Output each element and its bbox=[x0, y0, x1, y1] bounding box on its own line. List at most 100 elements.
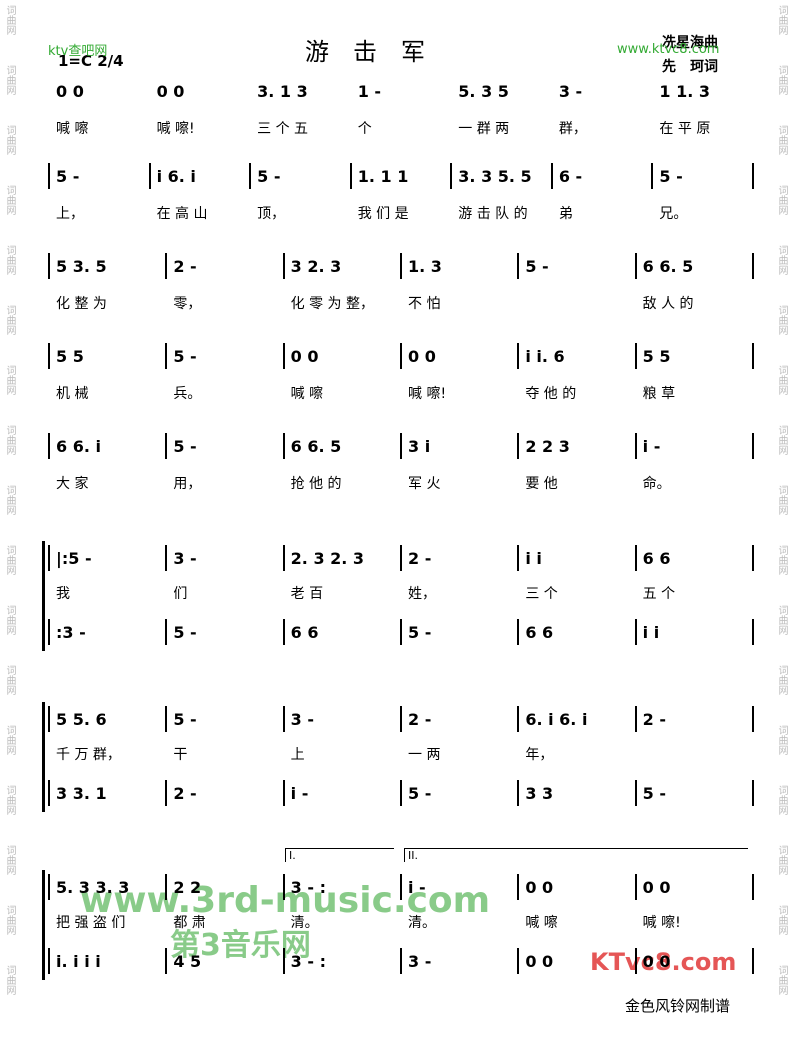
bar-line bbox=[48, 253, 50, 279]
bar-line bbox=[752, 163, 754, 189]
note-measure: 5 - bbox=[408, 784, 432, 803]
site-mark: ktv查吧网 bbox=[48, 44, 108, 59]
lyric: 群， bbox=[558, 121, 587, 137]
lyric: 老 百 bbox=[290, 586, 324, 602]
bar-line bbox=[48, 163, 50, 189]
side-mark: 词曲网 bbox=[776, 605, 787, 635]
lyric: 敌 人 的 bbox=[642, 296, 694, 312]
note-measure: i i bbox=[642, 623, 660, 642]
bar-line bbox=[752, 948, 754, 974]
lyric: 上 bbox=[290, 747, 305, 763]
note-measure: 6 6. 5 bbox=[642, 257, 694, 276]
side-mark: 词曲网 bbox=[776, 245, 787, 275]
bar-line bbox=[282, 343, 285, 369]
bar-line bbox=[752, 433, 754, 459]
lyric: 不 怕 bbox=[408, 296, 441, 312]
note-measure: 0 0 bbox=[525, 952, 554, 971]
lyric: 在 高 山 bbox=[156, 206, 208, 222]
lyric: 清。 bbox=[290, 915, 319, 931]
side-mark: 词曲网 bbox=[776, 185, 787, 215]
lyric: 大 家 bbox=[56, 476, 89, 492]
lyric: 喊 嚓 bbox=[525, 915, 558, 931]
side-mark: 词曲网 bbox=[4, 665, 15, 695]
side-mark: 词曲网 bbox=[4, 365, 15, 395]
bar-line bbox=[651, 163, 654, 189]
side-mark: 词曲网 bbox=[776, 485, 787, 515]
bar-line bbox=[165, 253, 168, 279]
note-measure: 5 - bbox=[525, 257, 549, 276]
bar-line bbox=[752, 343, 754, 369]
side-mark: 词曲网 bbox=[776, 5, 787, 35]
bar-line bbox=[634, 253, 637, 279]
bar-line bbox=[400, 619, 402, 645]
bar-line bbox=[282, 433, 285, 459]
note-measure: 3 2. 3 bbox=[290, 257, 342, 276]
lyric: 我 bbox=[56, 586, 70, 602]
bar-line bbox=[282, 948, 285, 974]
note-measure: |:5 - bbox=[56, 549, 92, 568]
bar-line bbox=[517, 433, 520, 459]
note-measure: 1. 3 bbox=[408, 257, 442, 276]
bar-line bbox=[282, 780, 285, 806]
lyric: 干 bbox=[173, 747, 188, 763]
bar-line bbox=[48, 619, 50, 645]
side-mark: 词曲网 bbox=[4, 965, 15, 995]
note-measure: 5 - bbox=[56, 167, 80, 186]
note-measure: 2 2 3 bbox=[525, 437, 570, 456]
logo: KTvc8.com bbox=[590, 948, 737, 976]
note-measure: 2 - bbox=[173, 784, 197, 803]
side-mark: 词曲网 bbox=[4, 485, 15, 515]
bar-line bbox=[634, 545, 637, 571]
note-measure: 2 2 bbox=[173, 878, 202, 897]
system-brace bbox=[42, 541, 45, 651]
note-measure: 3 - bbox=[558, 82, 583, 101]
note-measure: i - bbox=[290, 784, 309, 803]
bar-line bbox=[517, 706, 520, 732]
note-measure: 5 5. 6 bbox=[56, 710, 107, 729]
lyric: 零， bbox=[173, 296, 202, 312]
bar-line bbox=[165, 433, 168, 459]
lyric: 都 肃 bbox=[173, 915, 206, 931]
bar-line bbox=[752, 780, 754, 806]
bar-line bbox=[634, 706, 637, 732]
volta: I. bbox=[285, 848, 394, 862]
lyric: 一 两 bbox=[408, 747, 441, 763]
lyric: 上， bbox=[56, 206, 84, 222]
lyric: 喊 嚓 bbox=[56, 121, 89, 137]
bar-line bbox=[752, 253, 754, 279]
watermark: www.3rd-music.com bbox=[80, 880, 491, 921]
bar-line bbox=[400, 874, 402, 900]
note-measure: 5 - bbox=[408, 623, 432, 642]
note-measure: 3 - : bbox=[290, 952, 326, 971]
side-mark: 词曲网 bbox=[776, 665, 787, 695]
lyric: 三 个 五 bbox=[257, 121, 309, 137]
side-mark: 词曲网 bbox=[776, 125, 787, 155]
lyric: 化 整 为 bbox=[56, 296, 107, 312]
bar-line bbox=[165, 545, 168, 571]
bar-line bbox=[165, 874, 168, 900]
lyric: 我 们 是 bbox=[357, 206, 409, 222]
bar-line bbox=[282, 619, 285, 645]
lyric: 粮 草 bbox=[642, 386, 676, 402]
lyric: 军 火 bbox=[408, 476, 441, 492]
lyric: 五 个 bbox=[642, 586, 676, 602]
bar-line bbox=[48, 706, 50, 732]
side-mark: 词曲网 bbox=[776, 725, 787, 755]
lyric: 游 击 队 的 bbox=[458, 206, 528, 222]
side-mark: 词曲网 bbox=[776, 425, 787, 455]
system-brace bbox=[42, 702, 45, 812]
bar-line bbox=[517, 343, 520, 369]
side-mark: 词曲网 bbox=[4, 845, 15, 875]
side-mark: 词曲网 bbox=[4, 605, 15, 635]
note-measure: 1. 1 1 bbox=[357, 167, 409, 186]
bar-line bbox=[400, 343, 402, 369]
note-measure: 5 - bbox=[173, 710, 197, 729]
side-mark: 词曲网 bbox=[776, 845, 787, 875]
lyric: 命。 bbox=[642, 476, 671, 492]
lyric: 夺 他 的 bbox=[525, 386, 577, 402]
note-measure: 6 6. i bbox=[56, 437, 101, 456]
bar-line bbox=[400, 706, 402, 732]
lyric: 用， bbox=[173, 476, 202, 492]
bar-line bbox=[148, 163, 151, 189]
